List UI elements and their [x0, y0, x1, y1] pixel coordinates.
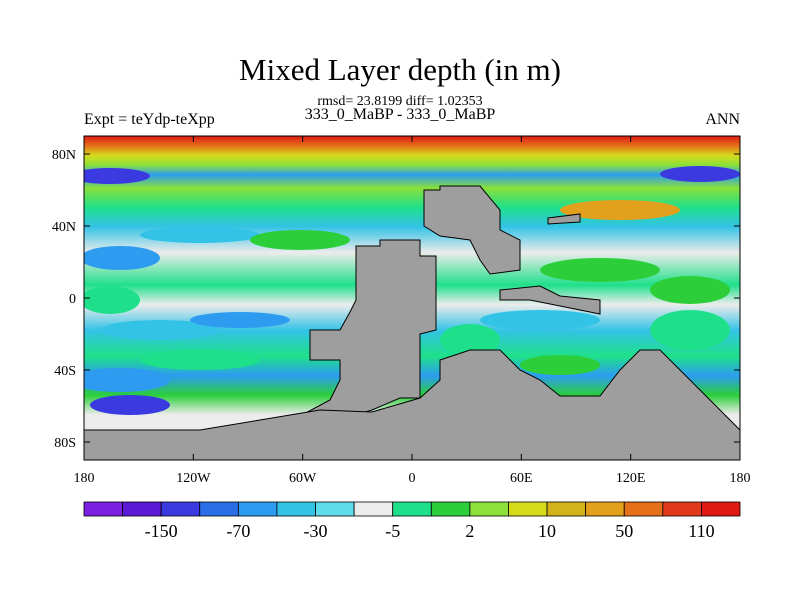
field-patch [440, 324, 500, 356]
y-tick-label: 40N [52, 220, 76, 235]
colorbar-label: 50 [615, 521, 633, 541]
y-tick-label: 80N [52, 148, 76, 163]
colorbar-swatch [276, 501, 316, 517]
colorbar-swatch [623, 501, 664, 517]
x-tick-label: 60E [510, 471, 533, 486]
field-patch [90, 395, 170, 415]
x-tick-label: 0 [409, 471, 416, 486]
land-mask [84, 185, 740, 460]
colorbar-swatch [353, 501, 394, 517]
field-patch [650, 276, 730, 304]
chart-subtitle: 333_0_MaBP - 333_0_MaBP [304, 106, 496, 123]
field-patch [84, 246, 160, 270]
colorbar-label: 110 [688, 521, 714, 541]
field-patch [650, 310, 730, 350]
field-patch [140, 227, 260, 243]
colorbar-swatch [83, 501, 123, 517]
colorbar-label: -30 [304, 521, 328, 541]
colorbar-swatch [237, 501, 278, 517]
field-patch [540, 258, 660, 282]
chart-title: Mixed Layer depth (in m) [239, 52, 561, 87]
experiment-label: Expt = teYdp-teXpp [84, 111, 215, 128]
colorbar-swatch [430, 501, 471, 517]
season-label: ANN [705, 111, 740, 128]
field-patch [560, 200, 680, 220]
field-patch [250, 230, 350, 250]
colorbar-label: -5 [385, 521, 400, 541]
land-region [84, 349, 740, 460]
colorbar-swatch [662, 501, 702, 517]
x-tick-label: 60W [289, 471, 317, 486]
colorbar-swatch [469, 501, 509, 517]
colorbar-label: 10 [538, 521, 556, 541]
field-patch [480, 310, 600, 330]
field-patch [520, 355, 600, 375]
colorbar-swatch [508, 501, 548, 517]
y-tick-label: 80S [54, 436, 76, 451]
land-region [499, 285, 601, 315]
colorbar-label: 2 [465, 521, 474, 541]
colorbar-label: -70 [226, 521, 250, 541]
field-patch [100, 320, 220, 340]
colorbar-swatch [315, 501, 355, 517]
colorbar-swatch [122, 501, 162, 517]
x-tick-label: 120W [176, 471, 211, 486]
land-region [423, 185, 521, 275]
y-tick-label: 40S [54, 364, 76, 379]
x-tick-label: 120E [616, 471, 646, 486]
y-tick-label: 0 [69, 292, 76, 307]
field-patch [140, 350, 260, 370]
colorbar-label: -150 [145, 521, 178, 541]
field-patch [660, 166, 740, 182]
colorbar-swatch [546, 501, 587, 517]
field-patch [84, 368, 170, 392]
field-patch [190, 312, 290, 328]
x-tick-label: 180 [730, 471, 751, 486]
axes: 180 120W 60W 0 60E 120E 180 80N 40N 0 40S 80S [52, 136, 751, 486]
land-region [547, 213, 581, 225]
colorbar-swatch [392, 501, 432, 517]
colorbar-swatch [160, 501, 201, 517]
colorbar-swatch [701, 501, 741, 517]
colorbar: -150 -70 -30 -5 2 10 50 110 [83, 501, 741, 541]
colorbar-swatch [199, 501, 239, 517]
stats-line: rmsd= 23.8199 diff= 1.02353 [317, 94, 483, 109]
colorbar-swatch [585, 501, 625, 517]
x-tick-label: 180 [74, 471, 95, 486]
field-patch [84, 168, 150, 184]
field-patch [84, 286, 140, 314]
